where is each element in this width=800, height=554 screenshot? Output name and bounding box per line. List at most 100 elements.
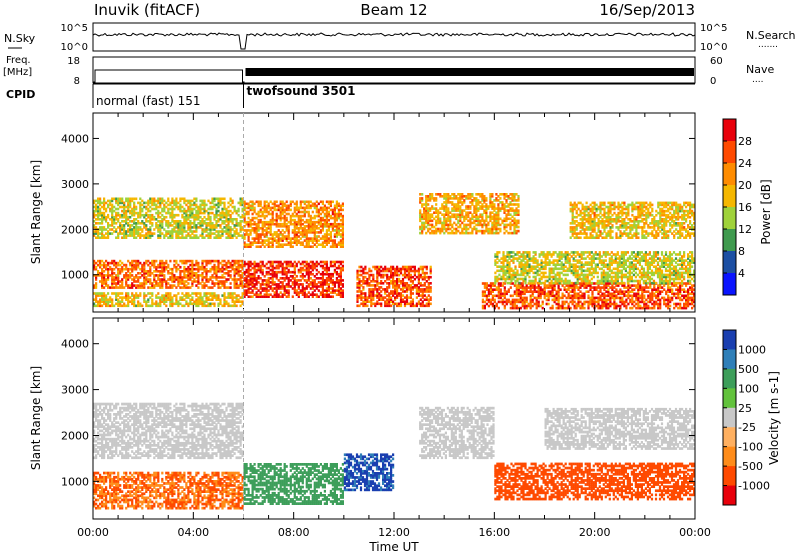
heatmap-cell — [337, 289, 340, 292]
heatmap-cell — [325, 220, 328, 224]
heatmap-cell — [181, 282, 184, 285]
heatmap-cell — [501, 284, 504, 287]
heatmap-cell — [285, 218, 288, 222]
heatmap-cell — [169, 259, 172, 263]
heatmap-cell — [405, 265, 409, 269]
heatmap-cell — [285, 291, 288, 294]
heatmap-cell — [497, 282, 500, 285]
heatmap-cell — [323, 266, 326, 270]
heatmap-cell — [445, 217, 448, 221]
heatmap-cell — [215, 272, 218, 275]
heatmap-cell — [489, 292, 492, 296]
heatmap-cell — [99, 261, 102, 265]
heatmap-cell — [451, 213, 454, 216]
heatmap-cell — [429, 298, 432, 301]
heatmap-cell — [207, 215, 210, 219]
heatmap-cell — [423, 211, 426, 214]
heatmap-cell — [396, 296, 399, 299]
heatmap-cell — [143, 236, 146, 239]
heatmap-cell — [243, 202, 246, 206]
heatmap-cell — [155, 270, 158, 273]
heatmap-cell — [261, 220, 264, 224]
heatmap-cell — [189, 224, 192, 227]
heatmap-cell — [425, 209, 428, 212]
heatmap-cell — [165, 282, 168, 285]
heatmap-cell — [392, 280, 395, 283]
heatmap-cell — [401, 265, 405, 269]
heatmap-cell — [358, 282, 361, 285]
heatmap-cell — [417, 300, 420, 303]
heatmap-cell — [378, 292, 381, 295]
heatmap-cell — [109, 207, 112, 211]
heatmap-cell — [223, 304, 226, 308]
heatmap-cell — [213, 199, 216, 203]
nsky-label: N.Sky — [4, 32, 36, 45]
heatmap-cell — [485, 219, 488, 223]
heatmap-cell — [237, 286, 240, 289]
heatmap-cell — [394, 284, 397, 287]
heatmap-cell — [465, 213, 468, 216]
heatmap-cell — [157, 199, 160, 203]
heatmap-cell — [427, 207, 430, 210]
heatmap-cell — [421, 225, 424, 229]
heatmap-cell — [123, 228, 126, 231]
heatmap-cell — [503, 282, 506, 285]
heatmap-cell — [99, 197, 102, 201]
heatmap-cell — [291, 283, 294, 286]
heatmap-cell — [159, 220, 162, 223]
heatmap-cell — [405, 284, 409, 287]
heatmap-cell — [171, 213, 174, 217]
heatmap-cell — [317, 202, 320, 206]
heatmap-cell — [535, 290, 538, 293]
heatmap-cell — [368, 292, 371, 295]
heatmap-cell — [171, 228, 174, 231]
heatmap-cell — [95, 261, 98, 265]
heatmap-cell — [513, 302, 516, 306]
heatmap-cell — [141, 282, 144, 285]
heatmap-cell — [337, 204, 340, 208]
heatmap-cell — [189, 213, 192, 217]
heatmap-cell — [215, 211, 218, 215]
heatmap-cell — [281, 287, 284, 290]
heatmap-cell — [419, 302, 422, 306]
heatmap-cell — [307, 227, 310, 230]
heatmap-cell — [177, 228, 180, 231]
heatmap-cell — [291, 231, 294, 234]
heatmap-cell — [155, 205, 158, 209]
heatmap-cell — [376, 273, 379, 277]
heatmap-cell — [515, 209, 518, 212]
heatmap-cell — [243, 208, 246, 212]
heatmap-cell — [259, 268, 262, 272]
heatmap-cell — [111, 218, 114, 221]
heatmap-cell — [105, 265, 108, 269]
heatmap-cell — [529, 294, 532, 298]
heatmap-cell — [366, 296, 369, 299]
heatmap-cell — [315, 245, 318, 248]
heatmap-cell — [151, 203, 154, 207]
heatmap-cell — [443, 193, 446, 196]
heatmap-cell — [491, 225, 494, 229]
heatmap-cell — [603, 288, 606, 291]
heatmap-cell — [231, 259, 234, 263]
heatmap-cell — [507, 298, 510, 302]
heatmap-cell — [335, 218, 338, 222]
heatmap-cell — [139, 203, 142, 207]
heatmap-cell — [111, 272, 114, 275]
heatmap-cell — [459, 213, 462, 216]
heatmap-cell — [291, 262, 294, 266]
heatmap-cell — [445, 213, 448, 216]
heatmap-cell — [97, 234, 100, 237]
heatmap-cell — [141, 228, 144, 231]
heatmap-cell — [137, 230, 140, 233]
heatmap-cell — [303, 264, 306, 268]
heatmap-cell — [303, 202, 306, 206]
heatmap-cell — [217, 294, 220, 297]
heatmap-cell — [301, 200, 304, 204]
heatmap-cell — [519, 284, 522, 287]
heatmap-cell — [386, 304, 389, 308]
heatmap-cell — [443, 231, 446, 235]
heatmap-cell — [223, 280, 226, 283]
heatmap-cell — [455, 217, 458, 221]
heatmap-cell — [127, 267, 130, 271]
heatmap-cell — [501, 205, 504, 208]
